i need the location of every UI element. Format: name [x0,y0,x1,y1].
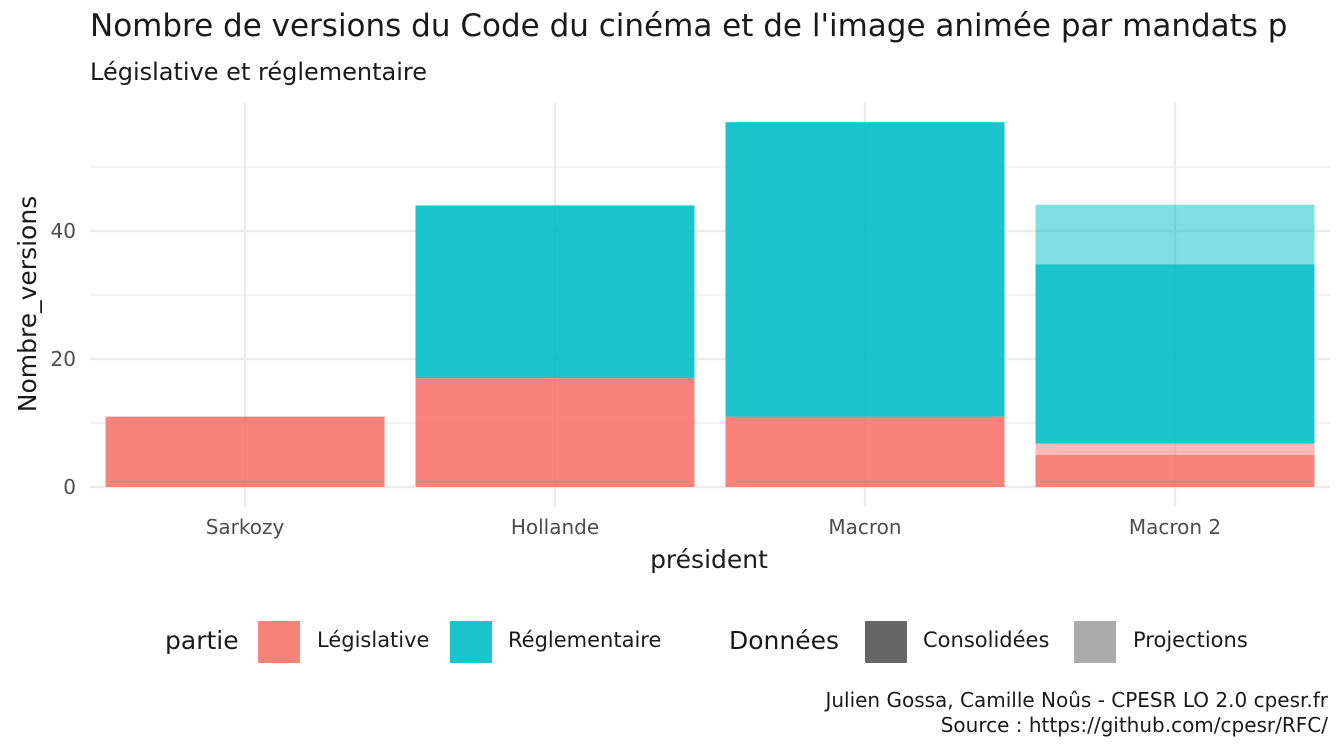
y-axis-ticks: 0 20 40 [51,219,76,499]
caption-line-authors: Julien Gossa, Camille Noûs - CPESR LO 2.… [825,688,1328,712]
x-tick-label: Macron [828,515,901,539]
legend-title-partie: partie [165,626,239,655]
legend-label-legislative: Législative [317,628,430,652]
y-tick-label: 40 [51,219,76,243]
legend-title-donnees: Données [729,626,840,655]
x-tick-label: Sarkozy [206,515,285,539]
x-tick-label: Hollande [511,515,599,539]
y-tick-label: 20 [51,347,76,371]
bar-segment-sarkozy-legislative-consolidees [105,416,385,487]
y-axis-title: Nombre_versions [13,196,42,412]
chart-title: Nombre de versions du Code du cinéma et … [90,8,1288,44]
bar-segment-macron-2-legislative-projections [1035,443,1315,455]
legend-label-reglementaire: Réglementaire [508,628,662,652]
legend-label-consolidees: Consolidées [923,628,1050,652]
bar-segment-hollande-legislative-consolidees [415,378,695,487]
caption-line-source: Source : https://github.com/cpesr/RFC/ [940,713,1328,737]
chart-subtitle: Législative et réglementaire [90,58,427,86]
bar-segment-macron-2-reglementaire-consolidees [1035,264,1315,444]
legend-key-legislative [258,621,300,663]
y-tick-label: 0 [63,475,76,499]
legend-key-consolidees [865,621,907,663]
caption: Julien Gossa, Camille Noûs - CPESR LO 2.… [825,688,1328,738]
x-tick-label: Macron 2 [1129,515,1221,539]
bar-segment-macron-2-reglementaire-projections [1035,204,1315,265]
bar-segment-macron-2-legislative-consolidees [1035,455,1315,487]
legend-key-reglementaire [450,621,492,663]
x-axis-ticks: Sarkozy Hollande Macron Macron 2 [206,515,1221,539]
x-axis-title: président [650,545,768,574]
bar-segment-macron-reglementaire-consolidees [725,122,1005,417]
bar-chart: 0 20 40 Sarkozy Hollande Macron Macron 2 prés… [13,103,1330,574]
bars [105,122,1315,487]
legend-label-projections: Projections [1133,628,1248,652]
bar-segment-hollande-reglementaire-consolidees [415,205,695,379]
bar-segment-macron-legislative-consolidees [725,416,1005,487]
legend-key-projections [1074,621,1116,663]
legend: partie Législative Réglementaire Données… [0,618,1344,668]
